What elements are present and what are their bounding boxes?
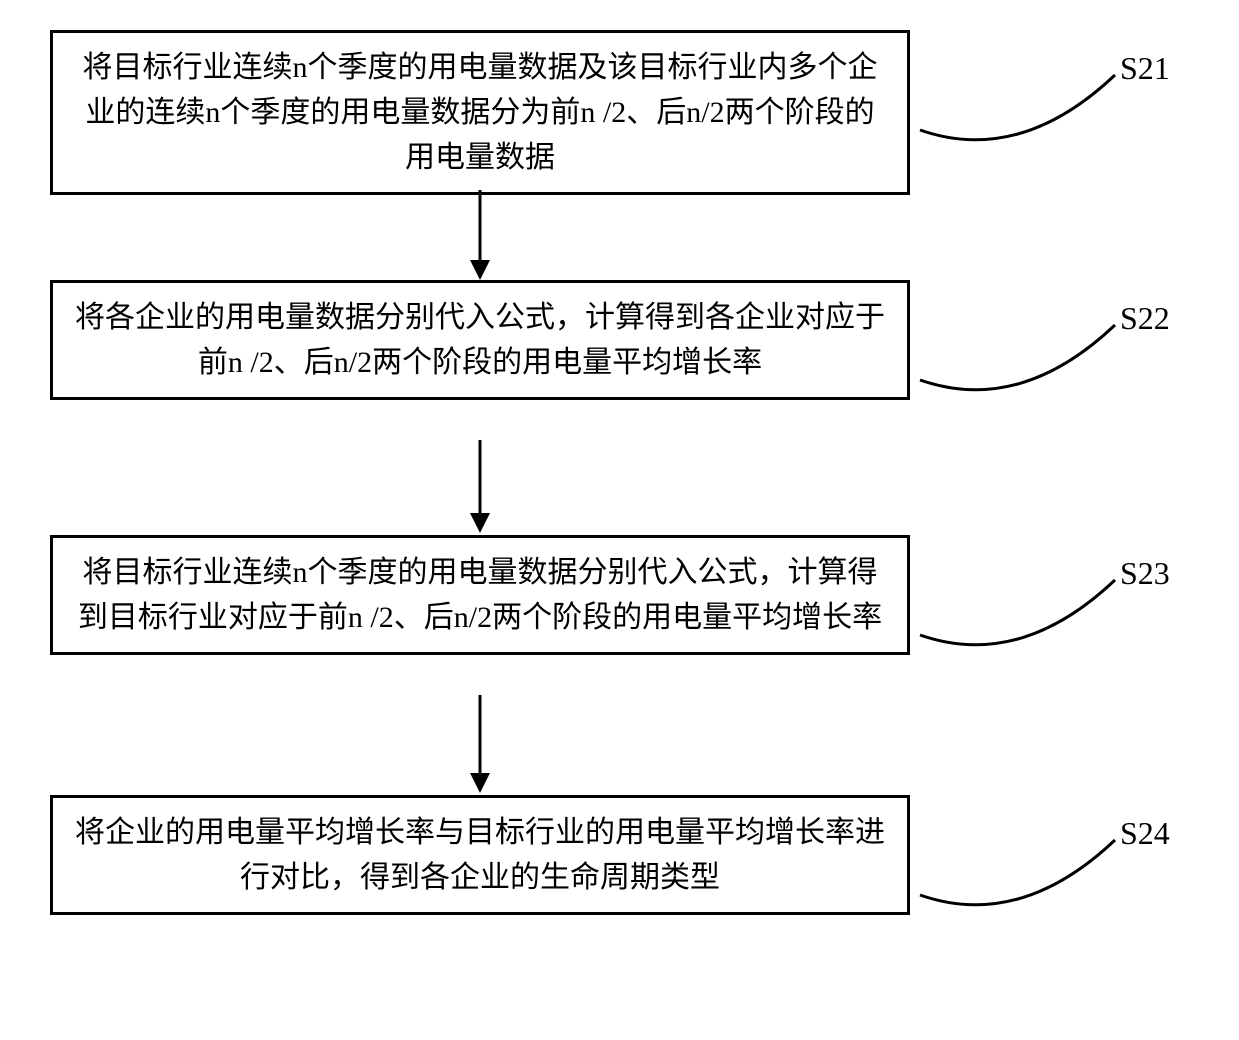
flowchart-container: 将目标行业连续n个季度的用电量数据及该目标行业内多个企业的连续n个季度的用电量数… (20, 20, 1219, 1020)
label-s24: S24 (1120, 815, 1170, 852)
label-text-s24: S24 (1120, 815, 1170, 851)
curve-s24 (20, 20, 1220, 970)
